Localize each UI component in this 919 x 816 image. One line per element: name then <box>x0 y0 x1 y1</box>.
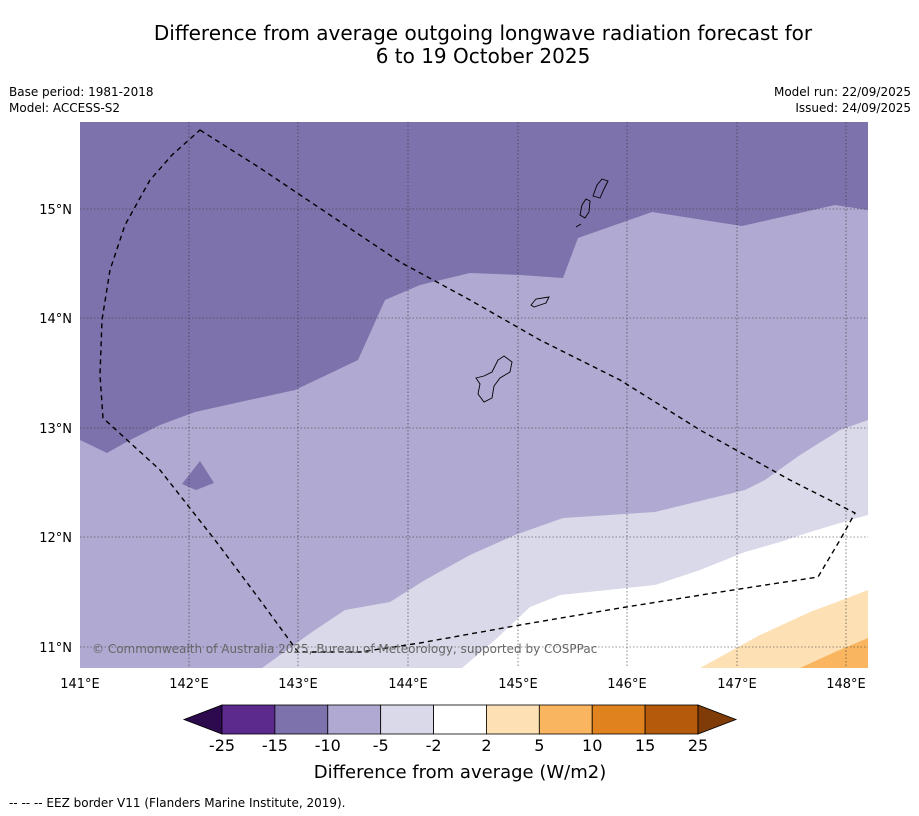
map-panel: © Commonwealth of Australia 2025, Bureau… <box>80 122 868 668</box>
anomaly-region-neg2-pos2 <box>462 515 868 668</box>
lon-label: 145°E <box>498 677 538 692</box>
colorbar-ticks: -25 -15 -10 -5 -2 2 5 10 15 25 <box>209 736 708 755</box>
eez-border <box>99 129 856 653</box>
lat-label: 13°N <box>39 422 72 437</box>
colorbar-bin <box>538 704 593 735</box>
meta-left: Base period: 1981-2018 Model: ACCESS-S2 <box>9 84 154 116</box>
issued-date: Issued: 24/09/2025 <box>795 101 911 115</box>
island-rota <box>530 296 550 308</box>
lon-label: 142°E <box>169 677 209 692</box>
eez-footnote: -- -- -- EEZ border V11 (Flanders Marine… <box>9 796 346 810</box>
title-line-2: 6 to 19 October 2025 <box>375 44 591 68</box>
lat-label: 12°N <box>39 531 72 546</box>
colorbar-tick-label: 10 <box>582 736 602 755</box>
anomaly-patch <box>182 461 214 490</box>
colorbar-tick-label: 25 <box>688 736 708 755</box>
lat-label: 14°N <box>39 312 72 327</box>
colorbar-tick-label: -10 <box>315 736 341 755</box>
lon-label: 147°E <box>717 677 757 692</box>
lon-label: 141°E <box>60 677 100 692</box>
lon-label: 144°E <box>388 677 428 692</box>
lat-labels: 15°N 14°N 13°N 12°N 11°N <box>39 203 72 656</box>
lat-label: 15°N <box>39 203 72 218</box>
lon-labels: 141°E 142°E 143°E 144°E 145°E 146°E 147°… <box>60 677 866 692</box>
colorbar-title: Difference from average (W/m2) <box>314 762 606 783</box>
islands <box>475 178 609 403</box>
base-period: Base period: 1981-2018 <box>9 85 154 99</box>
colorbar-bin <box>221 704 276 735</box>
colorbar-tick-label: 15 <box>635 736 655 755</box>
meta-right: Model run: 22/09/2025 Issued: 24/09/2025 <box>774 84 911 116</box>
lat-label: 11°N <box>39 641 72 656</box>
island-saipan <box>592 178 609 199</box>
colorbar-tick-label: -2 <box>426 736 442 755</box>
colorbar-tick-label: -25 <box>209 736 235 755</box>
lon-label: 146°E <box>607 677 647 692</box>
colorbar-bin <box>591 704 646 735</box>
island-guam <box>475 355 513 403</box>
lon-label: 148°E <box>826 677 866 692</box>
anomaly-region-pos2-pos5 <box>700 590 868 668</box>
island-aguijan <box>575 223 582 228</box>
colorbar-tick-label: 2 <box>481 736 491 755</box>
colorbar-bin <box>433 704 487 735</box>
anomaly-region-pos5-pos10 <box>800 638 868 668</box>
title-line-1: Difference from average outgoing longwav… <box>153 21 813 45</box>
colorbar-tick-label: -5 <box>373 736 389 755</box>
chart-title: Difference from average outgoing longwav… <box>40 22 919 68</box>
colorbar-tick-label: 5 <box>534 736 544 755</box>
colorbar-bin <box>327 704 382 735</box>
lon-label: 143°E <box>278 677 318 692</box>
copyright-text: © Commonwealth of Australia 2025, Bureau… <box>92 642 597 656</box>
colorbar-tick-label: -15 <box>262 736 288 755</box>
colorbar-bin <box>274 704 329 735</box>
colorbar <box>182 704 738 735</box>
colorbar-extend-low <box>182 704 223 735</box>
colorbar-bin <box>486 704 540 735</box>
model-name: Model: ACCESS-S2 <box>9 101 121 115</box>
colorbar-bin <box>380 704 434 735</box>
colorbar-bin <box>644 704 699 735</box>
model-run: Model run: 22/09/2025 <box>773 85 911 99</box>
gridlines <box>80 122 868 668</box>
colorbar-extend-high <box>697 704 738 735</box>
island-tinian <box>579 198 591 219</box>
